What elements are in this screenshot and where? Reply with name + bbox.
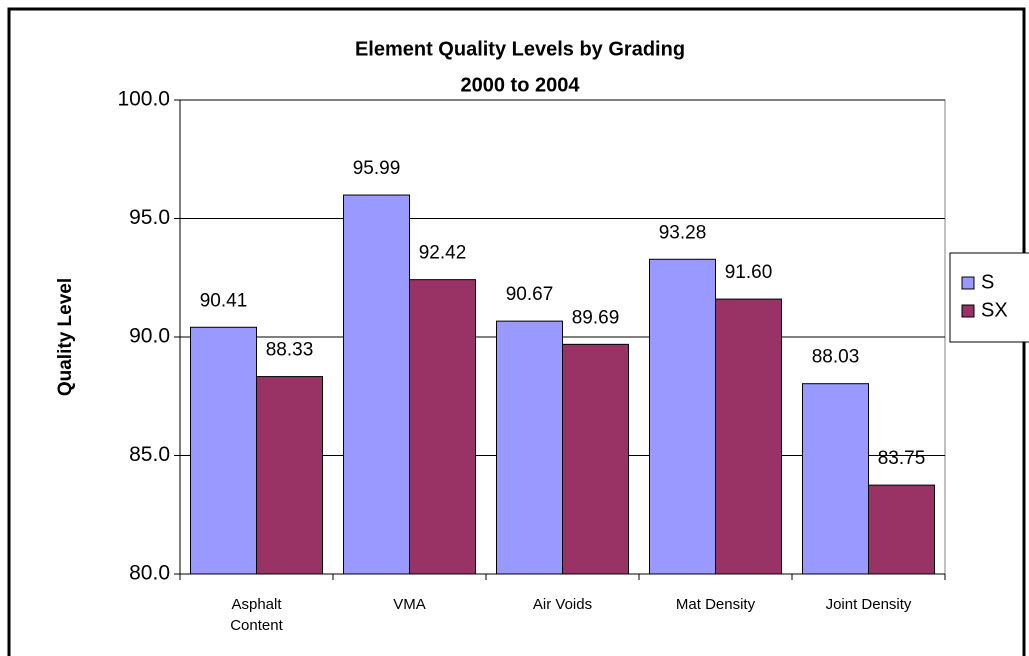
legend-swatch (961, 276, 975, 290)
y-tick-label: 95.0 (129, 206, 170, 229)
chart-subtitle: 2000 to 2004 (461, 74, 581, 96)
data-label: 91.60 (725, 262, 773, 283)
y-tick-label: 85.0 (129, 443, 170, 466)
bar (802, 383, 869, 575)
legend-label: SX (981, 299, 1008, 321)
bar (496, 320, 563, 575)
legend-box (949, 252, 1029, 343)
bar (868, 484, 935, 575)
legend-label: S (981, 271, 994, 293)
bar (649, 258, 716, 575)
data-label: 90.41 (200, 290, 248, 311)
data-label: 92.42 (419, 243, 467, 264)
data-label: 93.28 (659, 222, 707, 243)
bar (190, 326, 257, 575)
bar (409, 279, 476, 575)
data-label: 95.99 (353, 158, 401, 179)
x-tick-label: Joint Density (825, 596, 912, 613)
bar (715, 298, 782, 575)
x-tick-label: Mat Density (675, 596, 756, 613)
x-tick-label: VMA (393, 596, 426, 613)
bar (256, 376, 323, 575)
y-tick-label: 90.0 (129, 325, 170, 348)
chart-title: Element Quality Levels by Grading (355, 38, 685, 60)
data-label: 89.69 (572, 307, 620, 328)
x-tick-label: Asphalt Content (230, 596, 283, 634)
data-label: 83.75 (878, 448, 926, 469)
data-label: 88.33 (266, 340, 314, 361)
bar (343, 194, 410, 575)
y-tick-label: 100.0 (117, 88, 170, 111)
x-tick-label: Air Voids (532, 596, 593, 613)
bar (562, 343, 629, 575)
legend-swatch (961, 304, 975, 318)
data-label: 88.03 (812, 347, 860, 368)
y-tick-label: 80.0 (129, 562, 170, 585)
y-axis-label: Quality Level (55, 278, 76, 396)
data-label: 90.67 (506, 284, 554, 305)
